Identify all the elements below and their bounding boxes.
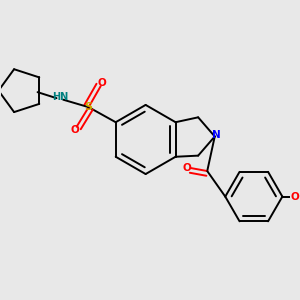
Text: HN: HN [52,92,69,102]
Text: O: O [183,163,191,173]
Text: N: N [212,130,220,140]
Text: O: O [291,192,300,202]
Text: O: O [98,78,106,88]
Text: O: O [71,125,80,135]
Text: S: S [85,102,93,112]
